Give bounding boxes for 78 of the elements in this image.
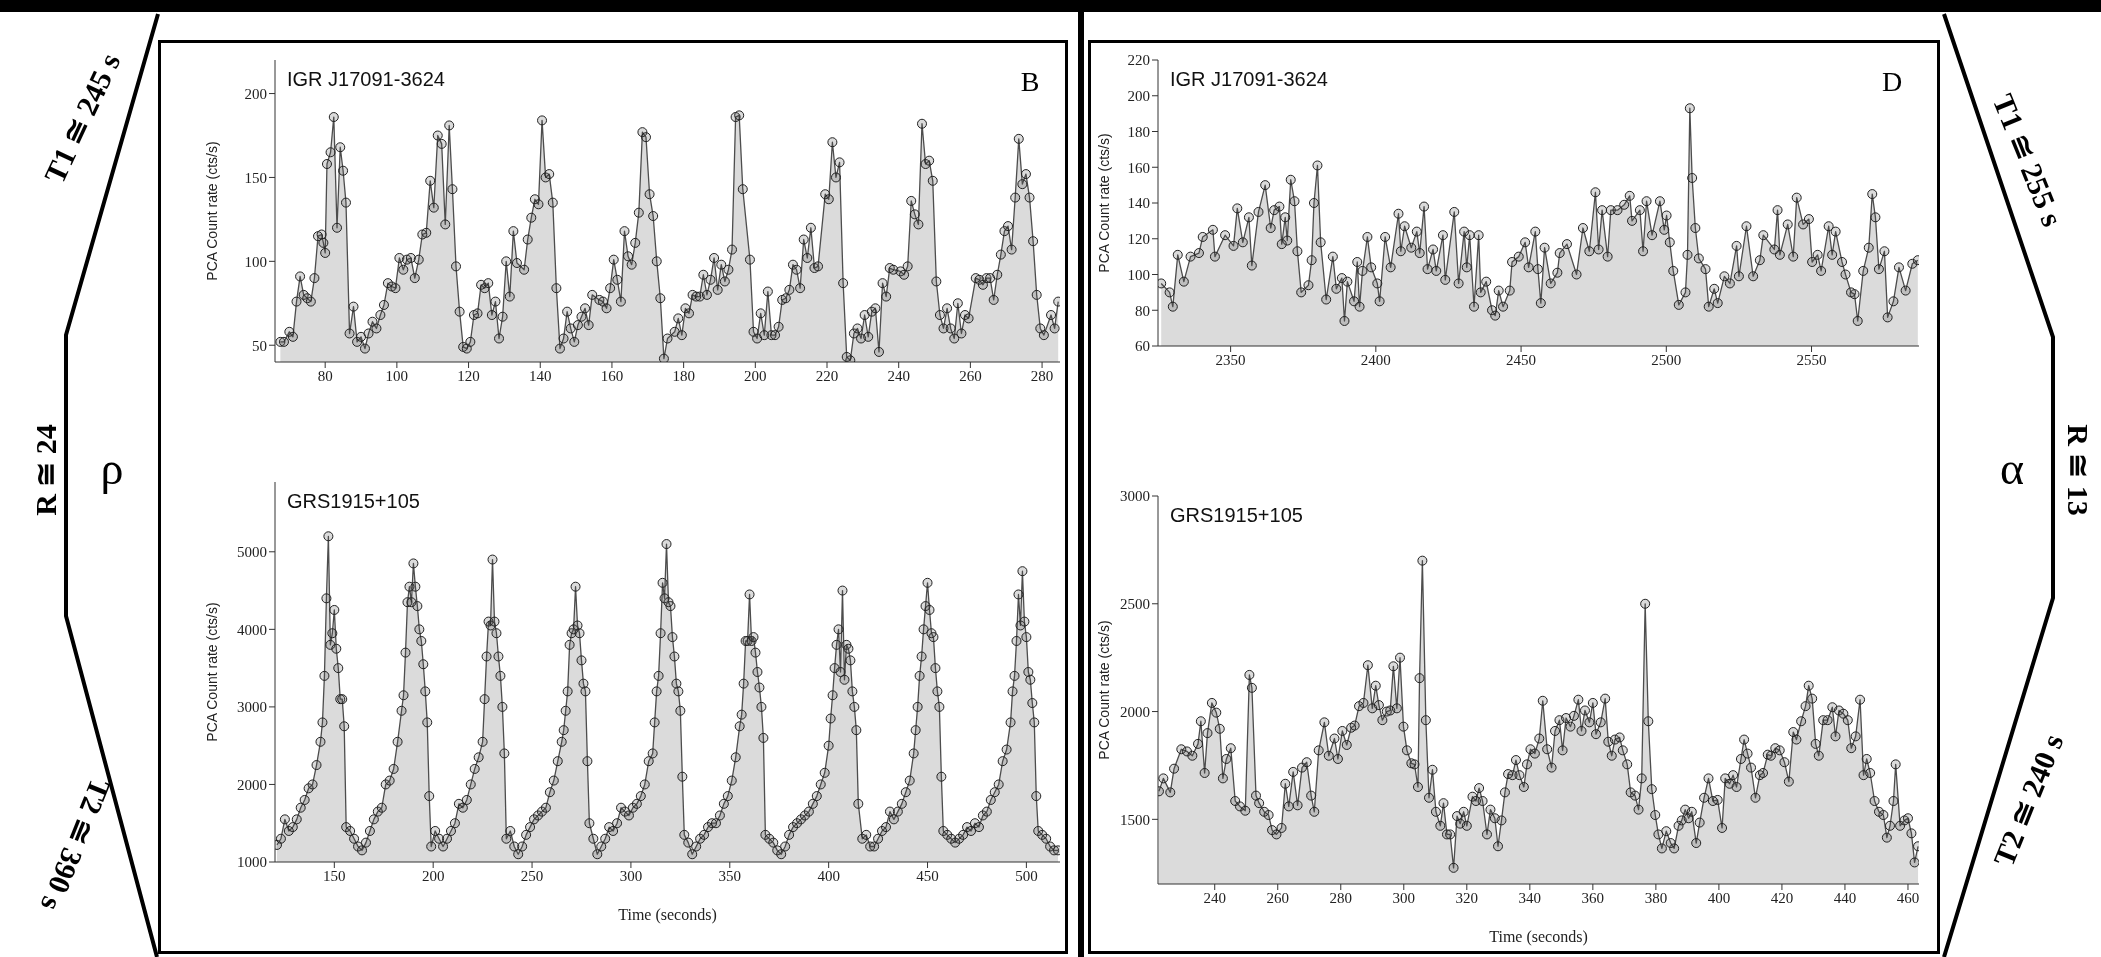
y-tick-label: 2000 xyxy=(237,776,267,793)
x-tick-label: 260 xyxy=(959,367,982,384)
x-tick-label: 180 xyxy=(672,367,695,384)
x-axis-title: Time (seconds) xyxy=(618,906,717,924)
x-tick-label: 250 xyxy=(520,867,544,884)
text: T2 ≅ 240 s xyxy=(1985,728,2071,872)
x-tick-label: 200 xyxy=(421,867,445,884)
y-tick-label: 100 xyxy=(1127,266,1150,283)
x-tick-label: 400 xyxy=(1707,889,1731,906)
y-tick-label: 60 xyxy=(1135,338,1150,355)
x-tick-label: 280 xyxy=(1329,889,1353,906)
x-tick-label: 300 xyxy=(1392,889,1416,906)
y-tick-label: 1500 xyxy=(1120,811,1150,828)
x-tick-label: 2500 xyxy=(1651,351,1682,368)
x-axis-title: Time (seconds) xyxy=(1489,928,1588,946)
y-axis-title: PCA Count rate (cts/s) xyxy=(204,141,220,281)
y-tick-label: 2500 xyxy=(1120,596,1150,613)
text: T1 ≅ 245 s xyxy=(36,47,128,189)
x-tick-label: 200 xyxy=(744,367,767,384)
x-tick-label: 380 xyxy=(1644,889,1668,906)
y-tick-label: 1000 xyxy=(237,854,267,871)
y-tick-label: 3000 xyxy=(237,699,267,716)
annotation: B xyxy=(1020,66,1040,98)
y-tick-label: 5000 xyxy=(237,544,267,561)
text: α xyxy=(1999,441,2025,495)
text: T2 ≅ 390 s xyxy=(33,773,119,917)
y-tick-label: 150 xyxy=(244,169,267,186)
y-tick-label: 120 xyxy=(1127,231,1150,248)
x-tick-label: 360 xyxy=(1581,889,1605,906)
chart-title: GRS1915+105 xyxy=(287,490,420,513)
x-tick-label: 320 xyxy=(1455,889,1479,906)
y-tick-label: 2000 xyxy=(1120,703,1150,720)
x-tick-label: 440 xyxy=(1833,889,1857,906)
y-axis-title: PCA Count rate (cts/s) xyxy=(1096,620,1112,760)
y-tick-label: 180 xyxy=(1127,123,1150,140)
x-tick-label: 150 xyxy=(323,867,346,884)
x-tick-label: 350 xyxy=(718,867,742,884)
y-tick-label: 200 xyxy=(1127,88,1150,105)
text: T1 ≅ 255 s xyxy=(1985,88,2071,232)
chart-title: GRS1915+105 xyxy=(1170,504,1303,527)
x-tick-label: 280 xyxy=(1030,367,1054,384)
x-tick-label: 300 xyxy=(619,867,643,884)
chart-title: IGR J17091-3624 xyxy=(287,68,445,91)
y-tick-label: 4000 xyxy=(237,621,267,638)
text: R ≅ 24 xyxy=(27,424,63,516)
y-tick-label: 100 xyxy=(244,253,267,270)
y-tick-label: 160 xyxy=(1127,159,1150,176)
x-tick-label: 220 xyxy=(815,367,839,384)
x-tick-label: 500 xyxy=(1015,867,1038,884)
x-tick-label: 260 xyxy=(1266,889,1289,906)
x-tick-label: 2350 xyxy=(1215,351,1246,368)
x-tick-label: 340 xyxy=(1518,889,1542,906)
y-tick-label: 200 xyxy=(244,85,267,102)
y-tick-label: 220 xyxy=(1127,52,1150,69)
text: R ≅ 13 xyxy=(2060,424,2096,516)
x-tick-label: 460 xyxy=(1896,889,1920,906)
x-tick-label: 2450 xyxy=(1506,351,1537,368)
x-tick-label: 400 xyxy=(817,867,840,884)
x-tick-label: 80 xyxy=(317,367,333,384)
y-axis-title: PCA Count rate (cts/s) xyxy=(1096,133,1112,273)
x-tick-label: 2550 xyxy=(1796,351,1827,368)
x-tick-label: 140 xyxy=(529,367,552,384)
x-tick-label: 120 xyxy=(457,367,480,384)
chart-title: IGR J17091-3624 xyxy=(1170,68,1328,91)
annotation: D xyxy=(1881,66,1903,98)
x-tick-label: 240 xyxy=(887,367,910,384)
y-axis-title: PCA Count rate (cts/s) xyxy=(204,602,220,742)
y-tick-label: 80 xyxy=(1135,302,1150,319)
y-tick-label: 3000 xyxy=(1120,488,1150,505)
x-tick-label: 160 xyxy=(600,367,624,384)
x-tick-label: 2400 xyxy=(1360,351,1391,368)
y-tick-label: 140 xyxy=(1127,195,1150,212)
x-tick-label: 100 xyxy=(385,367,409,384)
x-tick-label: 240 xyxy=(1203,889,1226,906)
x-tick-label: 420 xyxy=(1770,889,1794,906)
y-tick-label: 50 xyxy=(252,337,267,354)
x-tick-label: 450 xyxy=(916,867,939,884)
text: ρ xyxy=(100,441,124,495)
